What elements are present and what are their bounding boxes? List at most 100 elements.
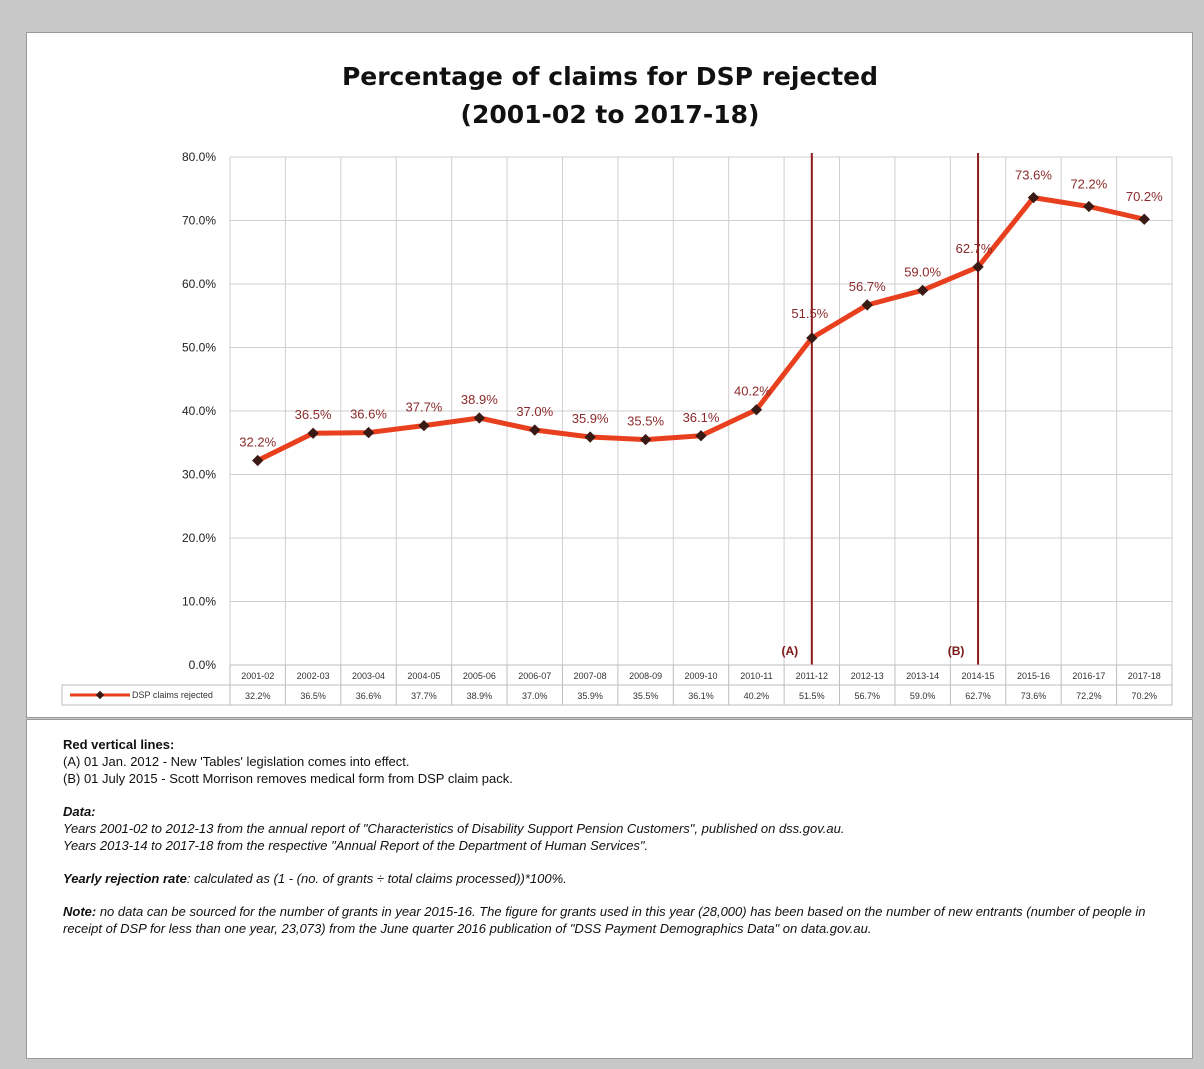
data-label: 36.1% [683,410,720,425]
data-point [1083,200,1095,213]
data-point [750,404,763,416]
x-tick-label: 2016-17 [1072,671,1105,681]
red-lines-notes: Red vertical lines: (A) 01 Jan. 2012 - N… [63,736,1192,787]
legend-marker [95,690,105,700]
table-cell: 70.2% [1132,691,1158,701]
data-label: 38.9% [461,392,498,407]
table-cell: 62.7% [965,691,991,701]
note-heading: Note: [63,904,97,919]
x-tick-label: 2001-02 [241,671,274,681]
table-cell: 32.2% [245,691,271,701]
event-lines: (A) (B) [781,153,980,665]
x-tick-label: 2008-09 [629,671,662,681]
y-tick-label: 60.0% [182,277,216,291]
data-point [362,426,375,439]
general-note: Note: no data can be sourced for the num… [63,903,1192,937]
x-tick-label: 2015-16 [1017,671,1050,681]
data-heading: Data: [63,804,96,819]
line-chart: Percentage of claims for DSP rejected (2… [61,62,1173,706]
red-line-a-note: (A) 01 Jan. 2012 - New 'Tables' legislat… [63,754,410,769]
data-point [473,412,486,424]
data-label: 73.6% [1015,168,1052,183]
y-tick-label: 20.0% [182,531,216,545]
data-label: 72.2% [1070,177,1107,192]
note-text: no data can be sourced for the number of… [63,904,1146,936]
x-tick-label: 2007-08 [574,671,607,681]
data-label: 51.5% [791,306,828,321]
data-label: 35.9% [572,411,609,426]
data-label: 32.2% [239,435,276,450]
x-tick-label: 2002-03 [297,671,330,681]
data-label: 37.0% [516,404,553,419]
table-cell: 36.6% [356,691,382,701]
data-point [806,332,818,344]
rate-note: Yearly rejection rate: calculated as (1 … [63,870,1192,887]
data-label: 35.5% [627,414,664,429]
data-label: 36.6% [350,407,387,422]
y-tick-label: 70.0% [182,214,216,228]
table-cell: 35.5% [633,691,659,701]
data-point [639,433,652,446]
data-label: 59.0% [904,264,941,279]
table-cell: 35.9% [577,691,603,701]
grid: 0.0% 10.0% 20.0% 30.0% 40.0% 50.0% 60.0% 70.0% 8… [182,150,1173,672]
data-label: 37.7% [406,400,443,415]
data-source-2: Years 2013-14 to 2017-18 from the respec… [63,838,649,853]
table-cell: 38.9% [467,691,493,701]
table-cell: 73.6% [1021,691,1047,701]
data-point [695,430,707,442]
chart-title: Percentage of claims for DSP rejected [342,62,878,91]
table-cell: 36.5% [300,691,326,701]
x-tick-label: 2013-14 [906,671,939,681]
x-tick-label: 2014-15 [962,671,995,681]
chart-panel: Percentage of claims for DSP rejected (2… [26,32,1193,718]
y-tick-label: 0.0% [189,658,217,672]
table-cell: 51.5% [799,691,825,701]
x-tick-label: 2004-05 [407,671,440,681]
table-cell: 56.7% [854,691,880,701]
data-label: 70.2% [1126,189,1163,204]
chart-subtitle: (2001-02 to 2017-18) [461,100,760,129]
x-tick-label: 2017-18 [1128,671,1161,681]
table-cell: 37.7% [411,691,437,701]
data-label: 56.7% [849,279,886,294]
data-point [584,431,596,443]
notes-panel: Red vertical lines: (A) 01 Jan. 2012 - N… [26,719,1193,1059]
rate-text: : calculated as (1 - (no. of grants ÷ to… [186,871,567,886]
x-tick-label: 2012-13 [851,671,884,681]
y-tick-label: 80.0% [182,150,216,164]
y-tick-label: 40.0% [182,404,216,418]
red-lines-heading: Red vertical lines: [63,737,175,752]
table-cell: 59.0% [910,691,936,701]
data-label: 40.2% [734,384,771,399]
x-tick-label: 2010-11 [740,671,772,681]
x-tick-label: 2006-07 [518,671,551,681]
table-cell: 36.1% [688,691,714,701]
data-point [529,424,541,436]
data-labels: 32.2% 36.5% 36.6% 37.7% 38.9% 37.0% 35.9% 35.5%… [239,168,1163,450]
data-label: 36.5% [295,407,332,422]
table-cell: 72.2% [1076,691,1102,701]
data-point [972,261,984,273]
rate-heading: Yearly rejection rate [63,871,187,886]
data-point [861,299,873,311]
data-table: 2001-02 32.2% 2002-03 36.5% 2003-04 36.6% 2004… [61,664,1173,706]
y-tick-label: 50.0% [182,341,216,355]
data-point [1138,213,1150,225]
red-line-b-note: (B) 01 July 2015 - Scott Morrison remove… [63,771,513,786]
data-point [418,419,430,432]
y-tick-label: 10.0% [182,595,216,609]
data-point [916,284,929,297]
event-line-label: (A) [781,644,798,658]
series [252,191,1150,467]
data-label: 62.7% [956,241,993,256]
x-tick-label: 2011-12 [796,671,828,681]
table-cell: 37.0% [522,691,548,701]
x-tick-label: 2005-06 [463,671,496,681]
legend-label: DSP claims rejected [132,690,213,700]
x-tick-label: 2003-04 [352,671,385,681]
x-tick-label: 2009-10 [684,671,717,681]
event-line-label: (B) [948,644,965,658]
data-point [252,454,264,467]
data-point [307,427,319,439]
